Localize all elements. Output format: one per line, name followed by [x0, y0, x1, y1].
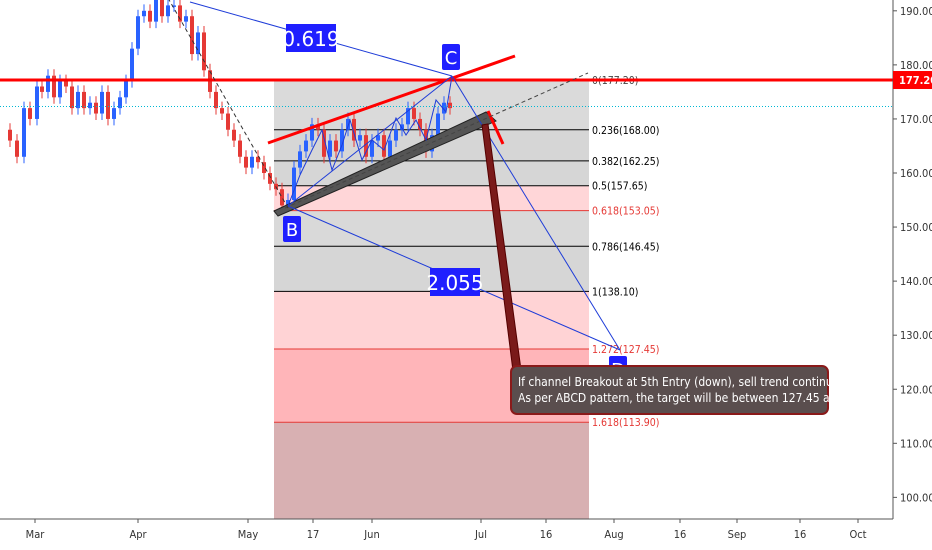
fib-label-0.5: 0.5(157.65) — [592, 181, 647, 193]
y-tick-label: 150.00 — [900, 221, 932, 234]
candle-body — [238, 141, 242, 157]
fib-zone-0.382 — [274, 161, 589, 186]
x-tick-label: Mar — [26, 528, 46, 541]
candle-body — [184, 16, 188, 21]
point-label-C: C — [445, 48, 458, 69]
fib-label-0.618: 0.618(153.05) — [592, 206, 659, 218]
candle-body — [142, 11, 146, 16]
candle-body — [35, 87, 39, 119]
y-tick-label: 130.00 — [900, 329, 932, 342]
fib-zone-extension — [274, 422, 589, 519]
candle-body — [190, 16, 194, 54]
candle-body — [214, 92, 218, 108]
fib-label-1.272: 1.272(127.45) — [592, 344, 659, 356]
candle-body — [82, 92, 86, 108]
candle-body — [124, 81, 128, 97]
annotation-line-2: As per ABCD pattern, the target will be … — [518, 391, 885, 405]
fib-label-0.786: 0.786(146.45) — [592, 241, 659, 253]
candle-body — [244, 157, 248, 168]
candle-body — [76, 92, 80, 108]
xb-dashed-line — [168, 0, 288, 208]
ratio-label-bc: 0.619 — [282, 27, 339, 51]
fib-label-1: 1(138.10) — [592, 286, 638, 298]
candle-body — [40, 87, 44, 92]
candle-body — [70, 87, 74, 109]
fib-label-0.382: 0.382(162.25) — [592, 156, 659, 168]
candle-body — [436, 114, 440, 136]
x-tick-label: 16 — [674, 528, 687, 541]
candle-body — [412, 108, 416, 119]
candle-body — [112, 108, 116, 119]
x-tick-label: May — [238, 528, 259, 541]
y-tick-label: 180.00 — [900, 59, 932, 72]
candle-body — [364, 135, 368, 157]
candle-body — [226, 114, 230, 130]
candle-body — [8, 130, 12, 141]
y-tick-label: 110.00 — [900, 437, 932, 450]
point-label-B: B — [286, 220, 298, 241]
fib-label-1.618: 1.618(113.90) — [592, 417, 659, 429]
candle-body — [100, 92, 104, 114]
candle-body — [220, 108, 224, 113]
annotation-box — [511, 366, 828, 414]
y-tick-label: 140.00 — [900, 275, 932, 288]
current-price-tag-label: 177.20 — [899, 74, 932, 87]
candle-body — [88, 103, 92, 108]
candle-body — [22, 108, 26, 157]
x-tick-label: 16 — [794, 528, 807, 541]
x-tick-label: Aug — [604, 528, 623, 541]
candle-body — [148, 11, 152, 22]
x-tick-label: 17 — [307, 528, 320, 541]
y-tick-label: 120.00 — [900, 383, 932, 396]
candle-body — [94, 103, 98, 114]
x-tick-label: Jun — [363, 528, 379, 541]
y-tick-label: 160.00 — [900, 167, 932, 180]
candle-body — [136, 16, 140, 48]
fib-zone-0.618 — [274, 211, 589, 247]
candle-body — [64, 81, 68, 86]
candle-body — [298, 151, 302, 167]
candle-body — [304, 141, 308, 152]
x-tick-label: Sep — [728, 528, 747, 541]
candle-body — [28, 108, 32, 119]
candle-body — [280, 189, 284, 205]
candle-body — [166, 5, 170, 16]
candle-body — [46, 76, 50, 92]
annotation-callout: If channel Breakout at 5th Entry (down),… — [511, 366, 885, 414]
candle-body — [106, 92, 110, 119]
candle-body — [130, 49, 134, 81]
candle-body — [250, 157, 254, 168]
candle-body — [394, 130, 398, 141]
candle-body — [58, 81, 62, 97]
fib-label-0.236: 0.236(168.00) — [592, 125, 659, 137]
candle-body — [448, 103, 452, 108]
candle-body — [160, 0, 164, 16]
candle-body — [196, 32, 200, 54]
candle-body — [202, 32, 206, 70]
candle-body — [388, 141, 392, 157]
fib-zone-1 — [274, 291, 589, 349]
candle-body — [15, 141, 19, 157]
annotation-line-1: If channel Breakout at 5th Entry (down),… — [518, 375, 845, 389]
x-tick-label: Oct — [849, 528, 866, 541]
y-tick-label: 170.00 — [900, 113, 932, 126]
candle-body — [232, 130, 236, 141]
y-tick-label: 100.00 — [900, 491, 932, 504]
candle-body — [334, 141, 338, 152]
candle-body — [154, 0, 158, 22]
x-tick-label: 16 — [540, 528, 553, 541]
fib-zone-0 — [274, 80, 589, 130]
candle-body — [358, 135, 362, 140]
ratio-label-cd: 2.055 — [426, 271, 483, 295]
x-tick-label: Apr — [129, 528, 147, 541]
y-tick-label: 190.00 — [900, 5, 932, 18]
x-tick-label: Jul — [474, 528, 487, 541]
